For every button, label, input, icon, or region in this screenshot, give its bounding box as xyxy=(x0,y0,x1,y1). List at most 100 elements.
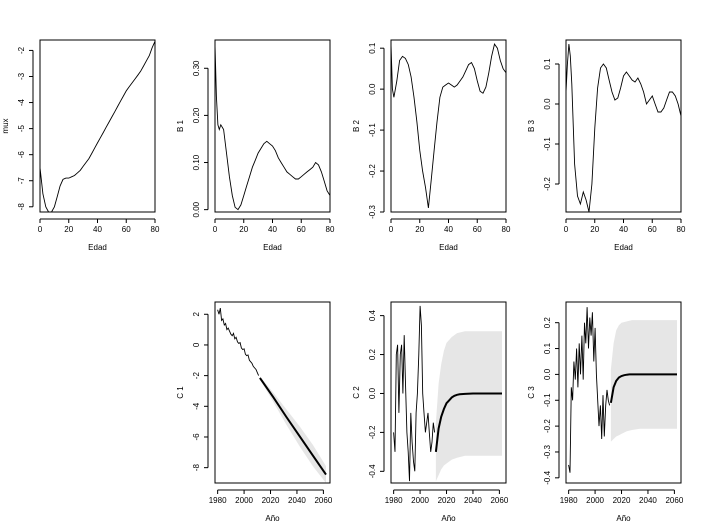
y-axis-label: B 2 xyxy=(352,119,361,132)
x-tick-label: 0 xyxy=(564,225,569,234)
chart-panel-6: 1980 2000 2020 2040 2060 Año -0.4 -0.2 0.0 0.2 0.4… xyxy=(352,301,509,523)
confidence-band xyxy=(435,331,502,482)
plot-frame xyxy=(214,39,331,213)
x-tick-label: 40 xyxy=(268,225,277,234)
y-tick-label: -0.2 xyxy=(368,425,377,439)
plot-frame xyxy=(390,301,507,484)
x-axis-label: Año xyxy=(616,514,631,523)
plot-frame xyxy=(565,39,682,213)
x-tick-label: 80 xyxy=(326,225,335,234)
x-tick-label: 80 xyxy=(677,225,686,234)
y-tick-label: -0.4 xyxy=(543,470,552,484)
x-tick-label: 2020 xyxy=(613,496,631,505)
y-tick-label: 0.1 xyxy=(368,42,377,54)
y-tick-label: -0.2 xyxy=(368,164,377,178)
y-tick-label: -0.3 xyxy=(543,445,552,459)
confidence-band xyxy=(610,320,677,442)
x-tick-label: 80 xyxy=(151,225,160,234)
chart-panel-3: 0 20 40 60 80 Edad -0.3 -0.2 -0.1 0.0 0.1 B 2 xyxy=(352,39,511,252)
x-tick-label: 80 xyxy=(502,225,511,234)
x-tick-label: 20 xyxy=(415,225,424,234)
y-tick-label: 0.1 xyxy=(543,58,552,70)
y-tick-label: -4 xyxy=(192,402,201,410)
x-tick-label: 20 xyxy=(590,225,599,234)
x-tick-label: 2060 xyxy=(314,496,332,505)
x-tick-label: 2000 xyxy=(586,496,604,505)
x-tick-label: 20 xyxy=(64,225,73,234)
chart-panel-2: 0 20 40 60 80 Edad 0.00 0.10 0.20 0.30 B 1 xyxy=(176,39,335,252)
y-tick-label: -5 xyxy=(17,125,26,133)
y-tick-label: -3 xyxy=(17,72,26,80)
x-tick-label: 2040 xyxy=(288,496,306,505)
y-tick-label: 0.4 xyxy=(368,310,377,322)
chart-panel-1: 0 20 40 60 80 Edad -8 -7 -6 -5 -4 -3 -2 mux xyxy=(1,39,160,252)
y-tick-label: -2 xyxy=(17,46,26,54)
y-tick-label: -0.1 xyxy=(368,123,377,137)
chart-panel-7: 1980 2000 2020 2040 2060 Año -0.4 -0.3 -0.2 -0.1 0… xyxy=(527,301,684,523)
y-tick-label: -6 xyxy=(17,151,26,159)
y-tick-label: 0 xyxy=(192,342,201,347)
series-line xyxy=(214,44,331,211)
y-axis-label: C 1 xyxy=(176,386,185,399)
y-tick-label: 0.00 xyxy=(192,201,201,217)
x-axis-label: Edad xyxy=(439,243,458,252)
y-tick-label: -0.1 xyxy=(543,393,552,407)
series-line xyxy=(565,43,682,213)
y-tick-label: 0.0 xyxy=(543,368,552,380)
y-tick-label: -0.1 xyxy=(543,137,552,151)
x-tick-label: 40 xyxy=(619,225,628,234)
y-tick-label: -2 xyxy=(192,372,201,380)
x-axis-label: Año xyxy=(441,514,456,523)
x-tick-label: 60 xyxy=(122,225,131,234)
x-tick-label: 60 xyxy=(648,225,657,234)
y-tick-label: -0.2 xyxy=(543,419,552,433)
x-axis-label: Edad xyxy=(263,243,282,252)
y-tick-label: -6 xyxy=(192,433,201,441)
x-tick-label: 20 xyxy=(239,225,248,234)
x-tick-label: 2000 xyxy=(411,496,429,505)
y-tick-label: 2 xyxy=(192,311,201,316)
series-line xyxy=(217,308,260,376)
y-tick-label: -4 xyxy=(17,98,26,106)
x-tick-label: 2040 xyxy=(464,496,482,505)
plot-frame xyxy=(39,39,156,213)
x-tick-label: 2020 xyxy=(262,496,280,505)
plot-frame xyxy=(214,301,331,484)
x-tick-label: 60 xyxy=(297,225,306,234)
forecast-line xyxy=(259,377,327,476)
forecast-line xyxy=(609,373,677,403)
x-tick-label: 2060 xyxy=(665,496,683,505)
y-tick-label: -8 xyxy=(192,464,201,472)
x-axis-label: Año xyxy=(265,514,280,523)
y-tick-label: -8 xyxy=(17,203,26,211)
x-tick-label: 2020 xyxy=(438,496,456,505)
y-tick-label: -0.4 xyxy=(368,464,377,478)
y-axis-label: B 1 xyxy=(176,119,185,132)
x-axis-label: Edad xyxy=(88,243,107,252)
y-tick-label: 0.0 xyxy=(543,98,552,110)
x-tick-label: 2060 xyxy=(490,496,508,505)
series-line xyxy=(39,41,156,213)
y-axis-label: C 2 xyxy=(352,386,361,399)
plot-frame xyxy=(565,301,682,484)
y-tick-label: -7 xyxy=(17,177,26,185)
y-tick-label: -0.2 xyxy=(543,177,552,191)
y-axis-label: B 3 xyxy=(527,119,536,132)
series-line xyxy=(568,307,611,473)
x-tick-label: 0 xyxy=(38,225,43,234)
x-axis-label: Edad xyxy=(614,243,633,252)
x-tick-label: 2040 xyxy=(639,496,657,505)
y-tick-label: 0.0 xyxy=(368,83,377,95)
series-line xyxy=(393,305,436,482)
y-tick-label: -0.3 xyxy=(368,205,377,219)
y-tick-label: 0.20 xyxy=(192,107,201,123)
x-tick-label: 1980 xyxy=(209,496,227,505)
x-tick-label: 0 xyxy=(213,225,218,234)
x-tick-label: 2000 xyxy=(235,496,253,505)
x-tick-label: 1980 xyxy=(385,496,403,505)
y-tick-label: 0.2 xyxy=(543,317,552,329)
y-axis-label: C 3 xyxy=(527,386,536,399)
y-tick-label: 0.10 xyxy=(192,154,201,170)
chart-panel-5: 1980 2000 2020 2040 2060 Año -8 -6 -4 -2 0 2 C 1 xyxy=(176,301,333,523)
